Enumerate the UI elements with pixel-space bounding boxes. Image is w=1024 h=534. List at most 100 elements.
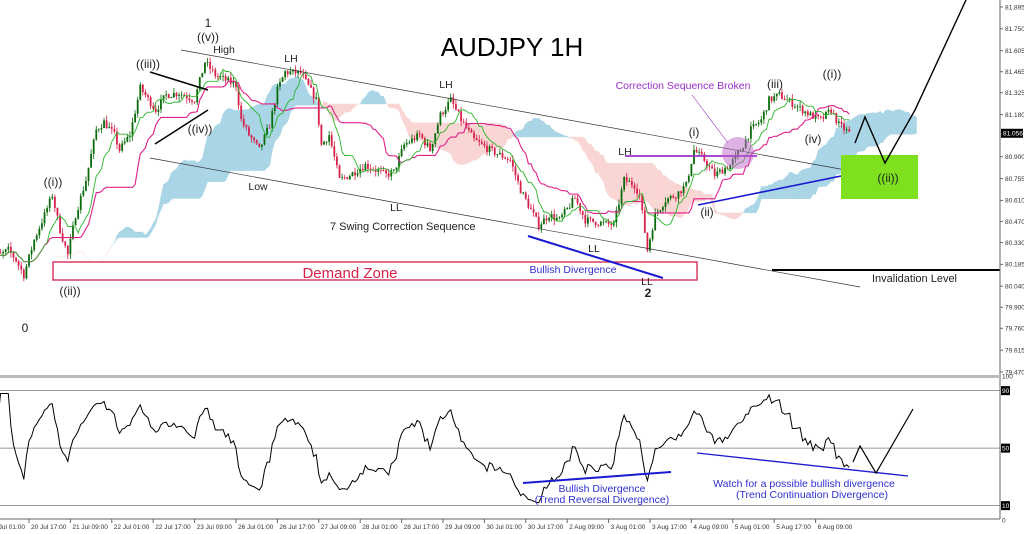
- candle-body: [592, 218, 594, 222]
- time-tick-label: 22 Jul 17:00: [155, 524, 191, 531]
- candle-body: [439, 112, 442, 125]
- rsi-level-box: [1001, 386, 1010, 396]
- candle-body: [695, 149, 698, 153]
- candle-body: [708, 166, 711, 168]
- candle-body: [478, 140, 481, 142]
- candle-body: [175, 92, 178, 97]
- candle: [380, 165, 382, 175]
- candle: [819, 115, 822, 120]
- candle: [703, 151, 706, 163]
- candle-body: [0, 252, 2, 254]
- candle: [695, 146, 698, 154]
- cloud-segment: [579, 136, 583, 151]
- candle-body: [687, 175, 690, 182]
- cloud-segment: [753, 200, 757, 214]
- cloud-segment: [347, 103, 351, 113]
- candle: [25, 263, 28, 280]
- time-tick-label: 30 Jul 17:00: [528, 524, 564, 531]
- candle-body: [53, 196, 56, 208]
- cloud-segment: [533, 117, 537, 138]
- candle-body: [235, 81, 237, 88]
- candle: [85, 176, 87, 192]
- candle: [426, 140, 429, 148]
- candle: [561, 212, 563, 220]
- candle-body: [328, 135, 331, 142]
- candle-body: [382, 170, 385, 171]
- time-tick-label: 5 Aug 17:00: [776, 524, 811, 531]
- price-tick-label: 80.900: [1005, 154, 1024, 161]
- cloud-segment: [403, 112, 407, 130]
- candle-body: [646, 232, 649, 251]
- candle: [92, 138, 95, 160]
- candle-body: [566, 207, 569, 209]
- candle: [804, 110, 807, 117]
- candle: [625, 173, 628, 186]
- cloud-segment: [442, 122, 446, 152]
- candle: [372, 166, 375, 172]
- cloud-segment: [517, 130, 521, 138]
- candle-body: [426, 143, 429, 146]
- candle-body: [361, 169, 364, 171]
- cloud-segment: [603, 155, 607, 192]
- cloud-segment: [305, 86, 309, 106]
- candle: [304, 70, 307, 80]
- cloud-segment: [515, 129, 519, 138]
- candle-body: [491, 146, 494, 148]
- price-tick-label: 79.900: [1005, 305, 1024, 312]
- candle-body: [610, 223, 613, 226]
- candle-body: [421, 134, 424, 139]
- cloud-segment: [502, 124, 506, 150]
- cloud-segment: [132, 228, 136, 238]
- candle: [687, 173, 690, 184]
- cloud-segment: [887, 109, 891, 137]
- candle-body: [641, 194, 644, 211]
- candle-body: [4, 249, 7, 252]
- candle: [43, 208, 46, 227]
- candle: [413, 135, 416, 144]
- cloud-segment: [732, 212, 736, 220]
- candle: [628, 177, 631, 182]
- candle-body: [191, 100, 193, 102]
- time-tick-label: 26 Jul 01:00: [238, 524, 274, 531]
- candle-body: [460, 111, 463, 122]
- candle: [524, 191, 527, 201]
- sub-iv-label: (iv): [805, 132, 822, 146]
- candle-body: [139, 84, 142, 100]
- candle-body: [211, 68, 214, 70]
- rsi-divergence-line-1: [522, 471, 672, 484]
- candle-body: [154, 108, 157, 112]
- candle: [486, 141, 488, 156]
- candle: [310, 79, 312, 88]
- candle: [783, 95, 786, 101]
- candle: [711, 163, 713, 169]
- candle: [514, 162, 517, 181]
- cloud-segment: [724, 212, 728, 218]
- candle-body: [17, 261, 20, 266]
- current-price-label: 81.056: [1003, 131, 1023, 138]
- cloud-segment: [895, 109, 899, 135]
- cloud-segment: [406, 117, 410, 138]
- candle-body: [216, 76, 219, 77]
- cloud-segment: [85, 256, 89, 259]
- cloud-segment: [755, 195, 759, 214]
- candle-body: [783, 98, 786, 100]
- candle: [501, 149, 504, 160]
- candle-body: [198, 77, 201, 90]
- current-price-tag: 81.056: [1001, 128, 1023, 138]
- cloud-segment: [171, 169, 175, 200]
- candle: [651, 228, 654, 242]
- rsi-level-box: [1001, 443, 1010, 453]
- candle-body: [398, 156, 400, 168]
- cloud-segment: [763, 186, 767, 199]
- candle-body: [781, 92, 783, 99]
- candle-body: [511, 160, 514, 167]
- candle-body: [152, 106, 155, 109]
- cloud-segment: [341, 103, 345, 116]
- ll-label-3: LL: [641, 276, 653, 288]
- candle-body: [325, 141, 328, 143]
- candle: [400, 144, 403, 158]
- candle: [41, 218, 43, 232]
- cloud-segment: [647, 162, 651, 206]
- candle: [15, 256, 17, 263]
- candle: [113, 124, 116, 134]
